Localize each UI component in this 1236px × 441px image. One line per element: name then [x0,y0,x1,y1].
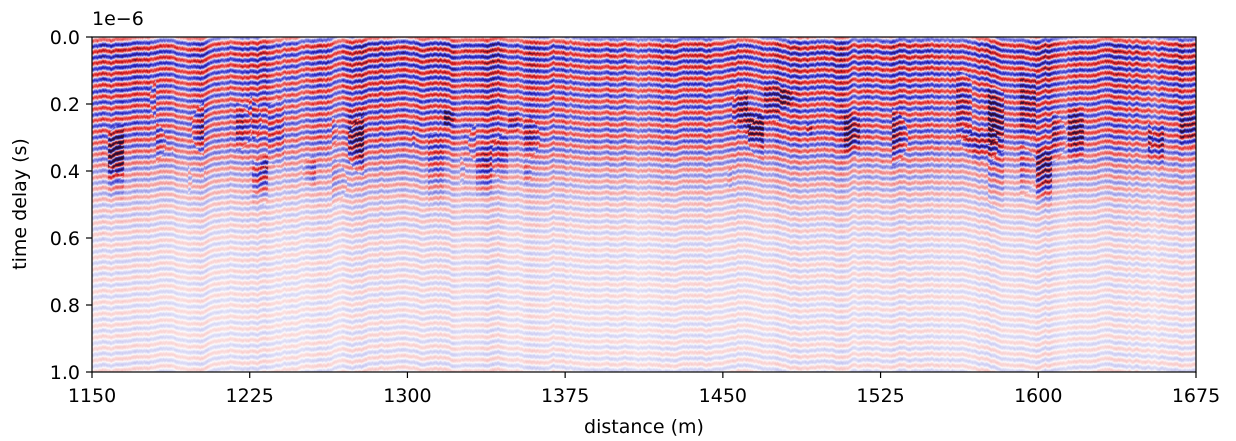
y-axis-label: time delay (s) [9,138,31,270]
x-tick-label: 1450 [699,385,747,407]
y-tick-label: 1.0 [50,362,80,384]
x-tick-label: 1225 [226,385,274,407]
x-tick-label: 1375 [541,385,589,407]
radargram-image-container [92,37,1196,372]
y-axis-offset-text: 1e−6 [92,8,144,30]
y-axis: 0.0 0.2 0.4 0.6 0.8 1.0 [50,27,92,384]
x-axis-label: distance (m) [584,416,704,438]
y-tick-label: 0.8 [50,295,80,317]
y-tick-label: 0.0 [50,27,80,49]
x-axis: 1150 1225 1300 1375 1450 1525 1600 1675 [68,372,1220,407]
x-tick-label: 1525 [856,385,904,407]
radargram-heatmap [92,37,1196,372]
x-tick-label: 1600 [1014,385,1062,407]
y-tick-label: 0.6 [50,228,80,250]
y-tick-label: 0.2 [50,94,80,116]
x-tick-label: 1150 [68,385,116,407]
y-tick-label: 0.4 [50,161,80,183]
x-tick-label: 1675 [1172,385,1220,407]
x-tick-label: 1300 [383,385,431,407]
plot-frame [91,36,1197,373]
